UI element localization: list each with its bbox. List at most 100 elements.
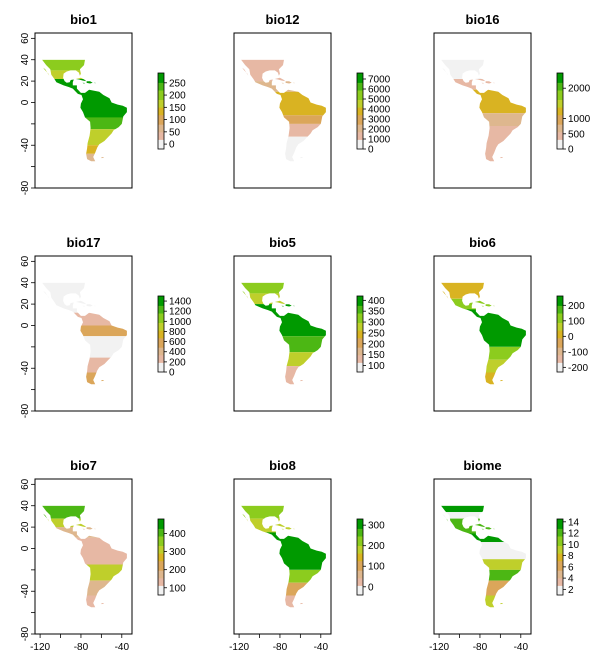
legend-swatch: [357, 332, 363, 335]
legend-swatch: [158, 370, 164, 373]
legend-swatch: [158, 122, 164, 125]
legend-swatch: [357, 545, 363, 548]
legend-swatch: [557, 349, 563, 352]
legend-swatch: [357, 101, 363, 104]
legend-swatch: [557, 107, 563, 110]
legend-swatch: [557, 114, 563, 118]
raster-band: [35, 505, 127, 519]
legend-swatch: [357, 82, 363, 85]
legend-swatch: [557, 116, 563, 119]
raster-bio8: [234, 505, 326, 608]
legend-swatch: [158, 330, 164, 333]
legend-swatch: [557, 73, 563, 76]
legend-label: 100: [368, 361, 385, 372]
legend-swatch: [357, 520, 363, 524]
x-axis: -120 -80 -40: [30, 634, 129, 653]
legend-swatch: [557, 574, 563, 577]
legend-swatch: [158, 318, 164, 322]
legend-swatch: [357, 90, 363, 93]
legend-swatch: [357, 141, 363, 144]
legend-swatch: [158, 364, 164, 367]
y-tick-label: -40: [20, 138, 31, 153]
legend-swatch: [357, 358, 363, 361]
legend-swatch: [357, 147, 363, 150]
legend-swatch: [557, 570, 563, 573]
legend-swatch: [357, 366, 363, 369]
legend-swatch: [557, 351, 563, 354]
legend-swatch: [158, 351, 164, 354]
raster-band: [35, 537, 127, 565]
legend-swatch: [357, 353, 363, 356]
raster-band: [234, 123, 326, 137]
legend-label: 6: [568, 562, 574, 573]
legend-swatch: [557, 103, 563, 106]
legend-swatch: [357, 76, 363, 80]
legend-swatch: [158, 90, 164, 93]
legend-swatch: [357, 581, 363, 584]
legend-swatch: [158, 353, 164, 356]
legend-swatch: [557, 520, 563, 524]
legend-swatch: [158, 570, 164, 573]
legend-swatch: [557, 131, 563, 135]
panel-bio8: bio8 0 100 200 300 -120 -80 -40: [229, 458, 385, 653]
legend-swatch: [158, 358, 164, 361]
legend-frame: [356, 72, 364, 150]
legend-swatch: [158, 112, 164, 116]
legend-label: 10: [568, 540, 580, 551]
legend-swatch: [158, 120, 164, 123]
panel-title: bio5: [269, 235, 296, 250]
legend-swatch: [158, 553, 164, 556]
legend-swatch: [357, 126, 363, 129]
raster-band: [35, 336, 127, 358]
legend-swatch: [557, 538, 563, 541]
legend-swatch: [158, 80, 164, 83]
legend-label: 5000: [368, 95, 391, 106]
legend-label: 7000: [368, 75, 391, 86]
legend-swatch: [158, 591, 164, 594]
panel-title: bio12: [266, 12, 300, 27]
y-tick-label: 40: [20, 277, 31, 289]
raster-band: [35, 527, 127, 538]
x-tick-label: -120: [429, 642, 449, 653]
legend-swatch: [158, 566, 164, 569]
legend-swatch: [557, 339, 563, 342]
legend-swatch: [158, 135, 164, 138]
legend-swatch: [357, 524, 363, 527]
legend-swatch: [158, 316, 164, 320]
plot-frame: [34, 32, 133, 189]
legend-swatch: [557, 528, 563, 531]
legend-swatch: [357, 334, 363, 337]
raster-band: [434, 359, 526, 373]
legend-label: 150: [368, 350, 385, 361]
legend-swatch: [357, 577, 363, 581]
legend-label: 400: [169, 347, 186, 358]
raster-band: [35, 153, 127, 162]
legend-swatch: [357, 547, 363, 550]
legend-swatch: [557, 343, 563, 346]
legend-swatch: [557, 581, 563, 584]
legend-swatch: [557, 307, 563, 310]
legend-swatch: [357, 122, 363, 125]
x-tick-label: -120: [229, 642, 249, 653]
legend-swatch: [357, 111, 363, 114]
raster-band: [434, 533, 526, 543]
legend-swatch: [557, 362, 563, 365]
y-tick-label: 60: [20, 255, 31, 267]
raster-band: [35, 357, 127, 373]
panel-title: bio17: [67, 235, 101, 250]
legend-swatch: [357, 549, 363, 552]
legend-swatch: [557, 360, 563, 363]
legend-swatch: [557, 105, 563, 108]
legend-swatch: [357, 137, 363, 140]
legend-swatch: [557, 326, 563, 329]
legend-swatch: [357, 589, 363, 592]
legend-swatch: [158, 337, 164, 341]
legend-swatch: [357, 528, 363, 531]
legend-swatch: [158, 103, 164, 106]
legend-swatch: [158, 116, 164, 119]
legend-label: 0: [368, 582, 374, 593]
raster-band: [434, 569, 526, 581]
legend-swatch: [557, 577, 563, 581]
